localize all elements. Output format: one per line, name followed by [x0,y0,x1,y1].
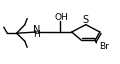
Text: Br: Br [99,42,109,51]
Text: S: S [83,15,89,25]
Text: OH: OH [54,13,68,22]
Text: H: H [33,30,40,39]
Text: N: N [33,25,40,35]
